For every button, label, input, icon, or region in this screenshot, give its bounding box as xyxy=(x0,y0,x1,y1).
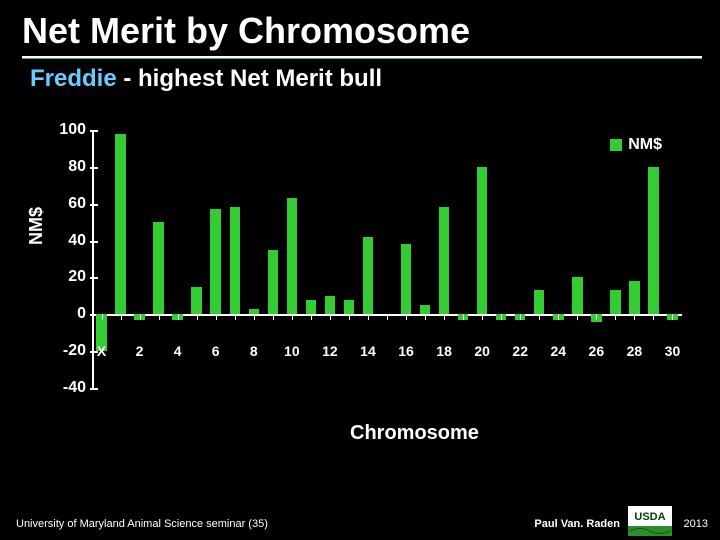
footer-left: University of Maryland Animal Science se… xyxy=(16,518,268,530)
x-tick-label: 8 xyxy=(242,343,266,359)
bar xyxy=(439,207,449,314)
x-tick-mark xyxy=(292,314,293,320)
bar xyxy=(344,300,354,315)
underline-teal xyxy=(22,58,702,59)
bar xyxy=(210,209,220,314)
x-tick-mark xyxy=(596,314,597,320)
bar xyxy=(572,277,582,314)
x-tick-mark xyxy=(254,314,255,320)
y-tick: 80 xyxy=(38,158,86,176)
x-tick-label: 26 xyxy=(584,343,608,359)
x-tick-label: 14 xyxy=(356,343,380,359)
footer-author: Paul Van. Raden xyxy=(534,518,620,530)
subtitle-rest: - highest Net Merit bull xyxy=(117,65,382,92)
bar xyxy=(648,167,658,314)
x-tick-mark xyxy=(197,314,198,320)
x-tick-mark xyxy=(463,314,464,320)
slide-title: Net Merit by Chromosome xyxy=(0,0,720,56)
x-tick-label: 30 xyxy=(660,343,684,359)
x-tick-mark xyxy=(121,314,122,320)
bar xyxy=(534,290,544,314)
subtitle: Freddie - highest Net Merit bull xyxy=(0,59,720,93)
x-tick-label: 22 xyxy=(508,343,532,359)
bar xyxy=(363,237,373,314)
bar xyxy=(268,250,278,315)
y-tick: 40 xyxy=(38,232,86,250)
x-tick-label: 12 xyxy=(318,343,342,359)
footer-year: 2013 xyxy=(684,518,708,530)
bar xyxy=(629,281,639,314)
x-tick-label: 24 xyxy=(546,343,570,359)
x-tick-label: 6 xyxy=(204,343,228,359)
subtitle-name: Freddie xyxy=(30,65,117,92)
x-tick-mark xyxy=(235,314,236,320)
plot-area: NM$ X24681012141618202224262830 xyxy=(92,130,682,388)
x-tick-mark xyxy=(330,314,331,320)
x-tick-mark xyxy=(387,314,388,320)
x-tick-mark xyxy=(444,314,445,320)
svg-text:USDA: USDA xyxy=(634,511,665,523)
x-tick-mark xyxy=(273,314,274,320)
x-tick-mark xyxy=(406,314,407,320)
x-tick-mark xyxy=(178,314,179,320)
x-tick-mark xyxy=(577,314,578,320)
bar xyxy=(191,287,201,315)
x-tick-label: 4 xyxy=(166,343,190,359)
x-tick-mark xyxy=(102,314,103,320)
x-tick-mark xyxy=(672,314,673,320)
bar xyxy=(420,305,430,314)
y-tick: 100 xyxy=(38,121,86,139)
x-tick-mark xyxy=(539,314,540,320)
x-tick-label: 2 xyxy=(128,343,152,359)
x-tick-label: 16 xyxy=(394,343,418,359)
bar xyxy=(153,222,163,314)
y-tick: -20 xyxy=(38,342,86,360)
x-tick-mark xyxy=(558,314,559,320)
x-tick-mark xyxy=(653,314,654,320)
x-tick-label: X xyxy=(90,343,114,359)
bar xyxy=(230,207,240,314)
x-tick-mark xyxy=(425,314,426,320)
x-tick-mark xyxy=(216,314,217,320)
x-tick-label: 10 xyxy=(280,343,304,359)
bar xyxy=(401,244,411,314)
x-tick-mark xyxy=(520,314,521,320)
bar xyxy=(287,198,297,314)
y-tick: 0 xyxy=(38,305,86,323)
x-tick-mark xyxy=(634,314,635,320)
x-tick-mark xyxy=(368,314,369,320)
y-tick: -40 xyxy=(38,379,86,397)
x-tick-mark xyxy=(501,314,502,320)
bar xyxy=(610,290,620,314)
x-tick-mark xyxy=(349,314,350,320)
x-tick-label: 20 xyxy=(470,343,494,359)
chart: NM$ -40-20020406080100 NM$ X246810121416… xyxy=(30,130,690,460)
bar xyxy=(115,134,125,315)
x-tick-mark xyxy=(140,314,141,320)
x-tick-label: 18 xyxy=(432,343,456,359)
x-tick-mark xyxy=(615,314,616,320)
x-tick-mark xyxy=(482,314,483,320)
y-tick: 60 xyxy=(38,195,86,213)
title-underline xyxy=(22,56,702,59)
bar xyxy=(306,300,316,315)
bar xyxy=(325,296,335,314)
x-tick-mark xyxy=(311,314,312,320)
x-axis-label: Chromosome xyxy=(350,422,479,445)
x-tick-label: 28 xyxy=(622,343,646,359)
y-tick: 20 xyxy=(38,268,86,286)
bar xyxy=(477,167,487,314)
footer: University of Maryland Animal Science se… xyxy=(0,504,720,540)
x-tick-mark xyxy=(159,314,160,320)
usda-logo: USDA xyxy=(628,506,672,536)
